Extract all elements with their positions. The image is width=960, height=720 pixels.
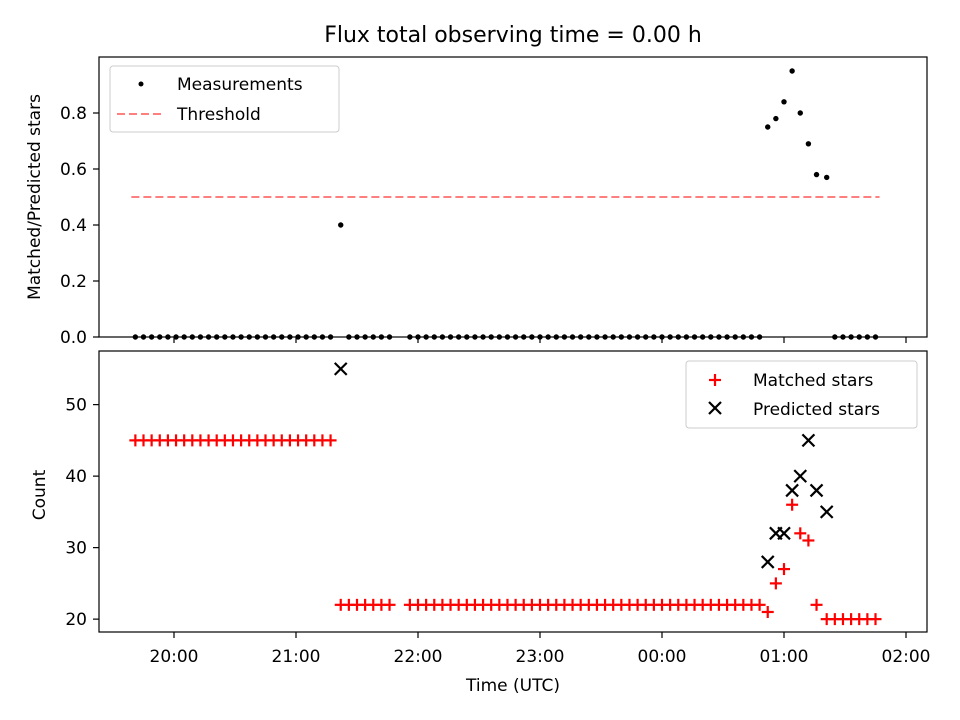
top-y-tick-label: 0.4	[60, 216, 87, 236]
bottom-y-tick-label: 20	[65, 610, 87, 630]
bottom-y-tick-label: 40	[65, 467, 87, 487]
top-y-axis-label: Matched/Predicted stars	[25, 94, 45, 300]
measurement-point	[805, 141, 812, 147]
bottom-y-axis-label: Count	[30, 469, 50, 520]
legend-matched-label: Matched stars	[753, 371, 873, 391]
matched-star-point	[786, 498, 799, 511]
predicted-star-stroke	[809, 483, 824, 498]
bottom-plot-area: 20 30 40 50 20:00 21:00 22:00 23:00 00:00 01:00 0…	[65, 350, 931, 667]
x-tick-label: 23:00	[516, 647, 565, 667]
top-legend: Measurements Threshold	[109, 65, 340, 133]
x-tick-label: 20:00	[150, 647, 199, 667]
measurement-point	[797, 110, 803, 116]
predicted-star-stroke	[333, 362, 348, 376]
legend-measurements-marker	[138, 81, 144, 87]
predicted-star-point	[809, 483, 824, 498]
measurement-point	[789, 68, 795, 74]
measurement-point	[781, 99, 787, 105]
legend-predicted-marker	[708, 401, 722, 415]
matched-star-point	[869, 613, 882, 626]
bottom-legend: Matched stars Predicted stars	[685, 360, 918, 429]
x-tick-label: 02:00	[882, 647, 931, 667]
bottom-y-tick-label: 50	[65, 396, 87, 416]
predicted-star-stroke	[819, 505, 834, 519]
predicted-star-stroke	[785, 483, 799, 498]
measurements-series	[131, 68, 880, 340]
matched-star-point	[324, 434, 337, 447]
measurement-point	[773, 115, 779, 122]
predicted-star-point	[777, 526, 791, 541]
predicted-star-stroke	[777, 526, 791, 541]
matched-star-point	[778, 563, 790, 576]
x-tick-label: 22:00	[394, 647, 443, 667]
top-x-axis-ticks	[173, 337, 907, 343]
measurement-point	[813, 171, 820, 178]
predicted-star-point	[333, 362, 348, 376]
predicted-star-point	[801, 433, 816, 448]
measurement-point	[765, 124, 771, 130]
bottom-y-axis-ticks: 20 30 40 50	[65, 396, 99, 630]
matched-star-point	[802, 534, 815, 547]
predicted-star-stroke	[760, 555, 775, 569]
top-y-axis-ticks: 0.0 0.2 0.4 0.6 0.8	[60, 104, 99, 348]
predicted-star-point	[760, 555, 775, 569]
predicted-star-stroke	[801, 433, 816, 448]
x-tick-label: 01:00	[760, 647, 809, 667]
matched-star-point	[383, 598, 396, 611]
x-tick-label: 21:00	[272, 647, 321, 667]
legend-matched-marker	[709, 374, 721, 386]
legend-measurements-label: Measurements	[177, 75, 303, 95]
measurement-point	[338, 222, 344, 228]
predicted-star-point	[793, 469, 808, 483]
predicted-star-stroke	[793, 469, 808, 483]
legend-predicted-label: Predicted stars	[753, 400, 880, 420]
x-axis-label: Time (UTC)	[465, 676, 560, 696]
top-plot-frame	[98, 56, 928, 338]
bottom-y-tick-label: 30	[65, 539, 87, 559]
top-y-tick-label: 0.6	[60, 160, 87, 180]
predicted-star-point	[819, 505, 834, 519]
legend-threshold-label: Threshold	[176, 105, 261, 125]
top-y-tick-label: 0.8	[60, 104, 87, 124]
measurement-point	[824, 174, 830, 181]
predicted-star-point	[785, 483, 799, 498]
top-y-tick-label: 0.0	[60, 328, 87, 348]
top-y-tick-label: 0.2	[60, 272, 87, 292]
bottom-x-axis-ticks: 20:00 21:00 22:00 23:00 00:00 01:00 02:00	[150, 632, 931, 667]
matched-star-point	[753, 598, 766, 611]
chart-title: Flux total observing time = 0.00 h	[324, 23, 702, 48]
bottom-plot-frame	[98, 350, 928, 633]
top-plot-area: 0.0 0.2 0.4 0.6 0.8	[60, 56, 928, 348]
stars-series	[129, 362, 882, 626]
matched-star-point	[810, 598, 823, 611]
matched-star-point	[769, 577, 782, 590]
x-tick-label: 00:00	[638, 647, 687, 667]
matched-star-point	[761, 605, 774, 618]
matched-star-point	[794, 527, 807, 540]
